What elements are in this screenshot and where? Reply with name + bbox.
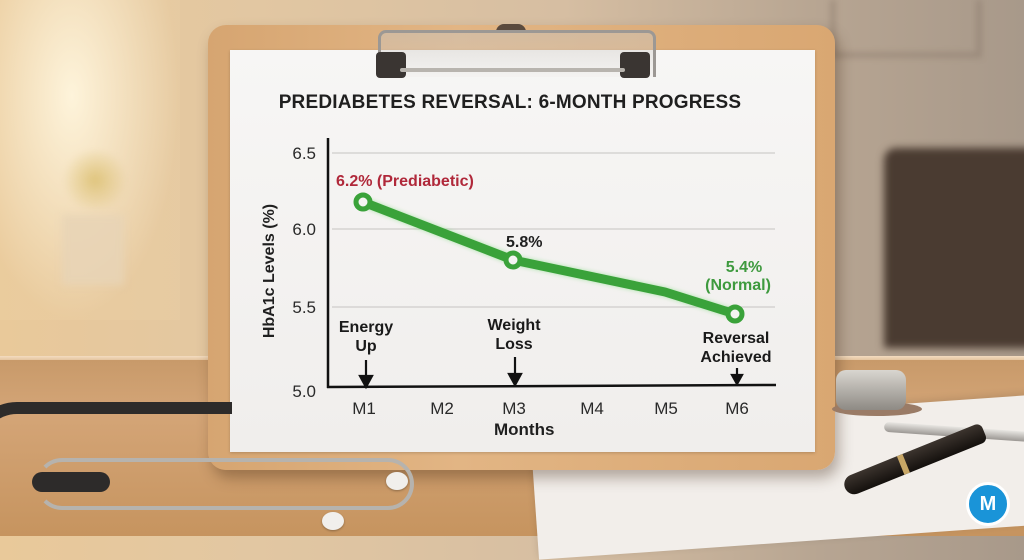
- annotation-m6: Reversal Achieved: [681, 329, 791, 367]
- stethoscope-grip: [32, 472, 110, 492]
- stethoscope-tube: [0, 402, 232, 496]
- x-tick: M2: [430, 399, 454, 418]
- data-label-m6-value: 5.4%: [725, 259, 763, 276]
- annotation-m1: Energy Up: [311, 318, 421, 356]
- annotation-line: Up: [355, 338, 377, 355]
- x-axis: [326, 383, 777, 389]
- hba1c-line: [358, 197, 740, 319]
- arrow-head-icon: [730, 373, 744, 387]
- annotation-m3: Weight Loss: [459, 316, 569, 354]
- point-m3: [503, 250, 523, 270]
- annotation-arrows: [358, 357, 744, 390]
- x-tick: M1: [352, 399, 376, 418]
- y-axis-label: HbA1c Levels (%): [261, 203, 278, 339]
- brand-logo-icon: M: [966, 482, 1010, 526]
- data-label-m6-status: (Normal): [705, 277, 771, 294]
- x-tick: M6: [725, 399, 749, 418]
- background-picture-frame: [830, 0, 982, 58]
- x-tick: M5: [654, 399, 678, 418]
- stethoscope-earpiece: [386, 472, 408, 490]
- background-plant: [60, 150, 130, 210]
- stethoscope-earpiece: [322, 512, 344, 530]
- y-tick: 6.5: [292, 144, 316, 163]
- stethoscope-chestpiece: [836, 370, 906, 410]
- clip-foot-right: [620, 52, 650, 78]
- line-chart: [326, 138, 777, 390]
- data-points: [353, 192, 745, 324]
- stethoscope-binaural: [36, 458, 414, 510]
- background-pot: [62, 215, 124, 285]
- data-label-m3: 5.8%: [506, 234, 543, 251]
- x-tick: M4: [580, 399, 604, 418]
- x-axis-label: Months: [494, 420, 555, 439]
- chart-title: PREDIABETES REVERSAL: 6-MONTH PROGRESS: [278, 92, 742, 113]
- annotation-line: Achieved: [700, 349, 772, 366]
- y-tick: 5.0: [292, 382, 316, 401]
- arrow-head-icon: [507, 372, 523, 388]
- annotation-line: Reversal: [702, 330, 770, 347]
- clip-foot-left: [376, 52, 406, 78]
- arrow-head-icon: [358, 374, 374, 390]
- x-tick: M3: [502, 399, 526, 418]
- data-label-m1: 6.2% (Prediabetic): [336, 173, 474, 190]
- y-tick: 6.0: [292, 220, 316, 239]
- annotation-line: Weight: [487, 317, 541, 334]
- pen-band: [896, 454, 910, 475]
- point-m6: [725, 304, 745, 324]
- annotation-line: Energy: [338, 319, 394, 336]
- y-tick: 5.5: [292, 298, 316, 317]
- clip-bar: [400, 68, 625, 72]
- annotation-line: Loss: [495, 336, 533, 353]
- clip-rivet: [496, 24, 526, 32]
- background-chair: [884, 148, 1024, 348]
- point-m1: [353, 192, 373, 212]
